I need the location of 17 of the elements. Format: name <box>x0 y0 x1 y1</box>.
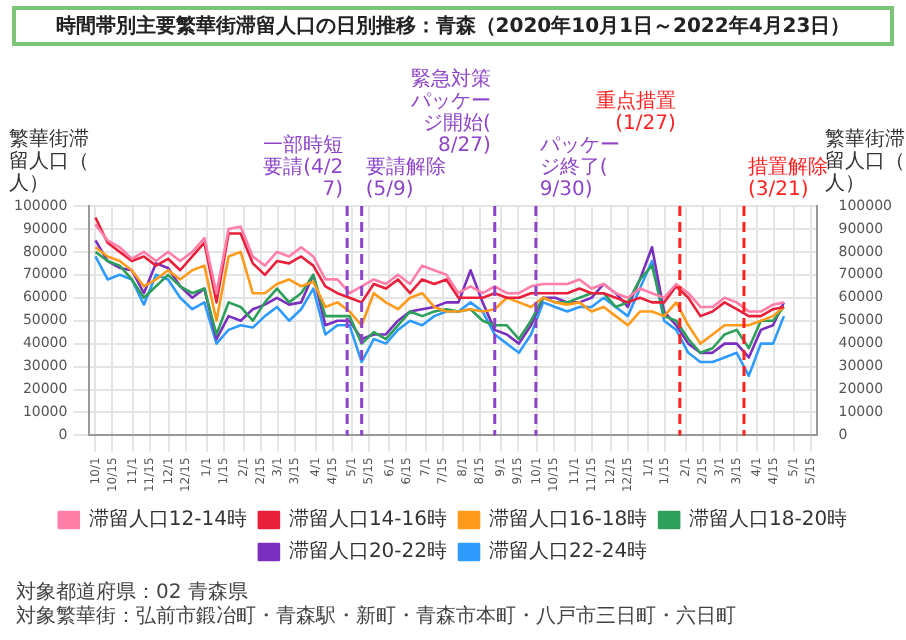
ref-line-label: 措置解除(3/21) <box>747 155 828 202</box>
ref-line-label: 要請解除(5/9) <box>365 155 446 202</box>
ref-line-label: 緊急対策パッケージ開始(8/27) <box>408 67 491 158</box>
legend-label: 滞留人口16-18時 <box>489 507 648 532</box>
legend-label: 滞留人口22-24時 <box>489 539 648 564</box>
ref-line-label: パッケージ終了(9/30) <box>537 135 620 202</box>
text: 対象都道府県：02 青森県 <box>16 582 250 605</box>
y-axis-title: 繁華街滞留人口（人） <box>9 127 90 196</box>
y2-axis-title: 繁華街滞留人口（人） <box>824 127 905 196</box>
legend-label: 滞留人口20-22時 <box>288 539 448 564</box>
legend-label: 滞留人口18-20時 <box>689 507 848 532</box>
text: 対象繁華街：弘前市鍛冶町・青森駅・新町・青森市本町・八戸市三日町・六日町 <box>16 606 738 630</box>
ref-line-label: 重点措置(1/27) <box>595 89 677 136</box>
legend-label: 滞留人口14-16時 <box>288 507 448 532</box>
ref-line-label: 一部時短要請(4/27) <box>263 133 344 202</box>
legend-label: 滞留人口12-14時 <box>88 507 247 532</box>
chart-title: 時間帯別主要繁華街滞留人口の日別推移：青森（2020年10月1日～2022年4月23日） <box>12 6 894 46</box>
